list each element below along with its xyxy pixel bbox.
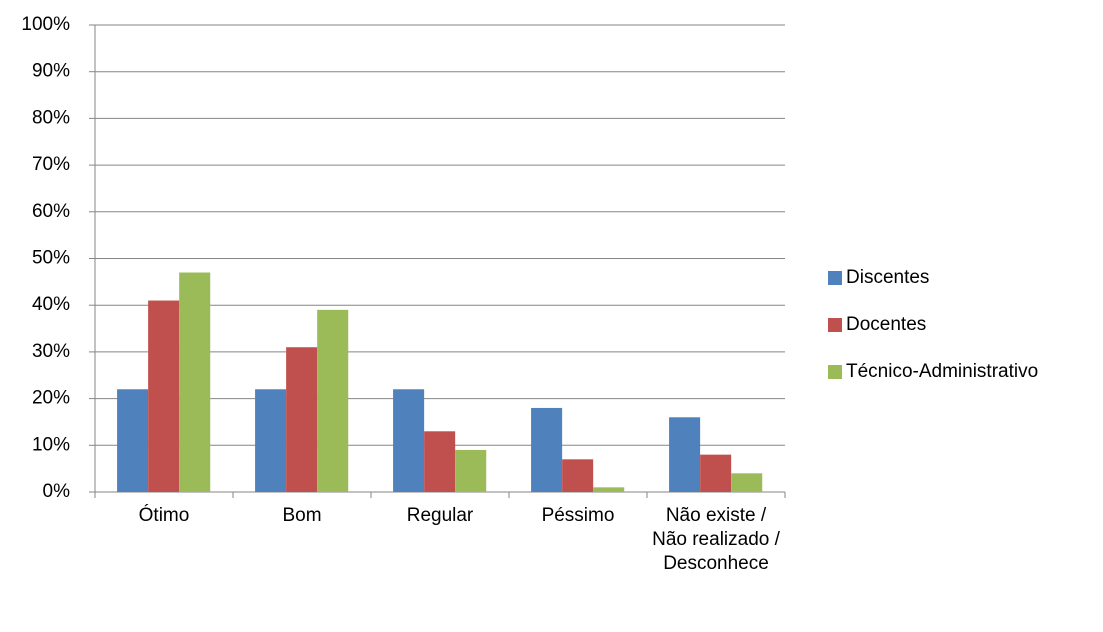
y-tick-label: 50%: [32, 248, 70, 269]
bar: [455, 449, 487, 492]
bar: [317, 309, 349, 492]
y-tick-label: 10%: [32, 434, 70, 455]
legend-label: Técnico-Administrativo: [846, 361, 1038, 382]
x-tick-label: Regular: [406, 505, 474, 526]
x-tick-label: Não existe / Não realizado / Desconhece: [652, 505, 780, 574]
x-tick-label: Péssimo: [541, 505, 615, 526]
x-tick-label: Ótimo: [138, 505, 190, 526]
y-tick-label: 60%: [32, 201, 70, 222]
bar: [669, 417, 701, 492]
y-tick-label: 30%: [32, 341, 70, 362]
y-tick-label: 20%: [32, 388, 70, 409]
y-tick-label: 40%: [32, 294, 70, 315]
x-tick-label-box: Ótimo: [138, 505, 190, 526]
y-tick-label: 90%: [32, 61, 70, 82]
bar: [562, 459, 594, 492]
legend-swatch: [828, 365, 842, 379]
y-tick-label: 0%: [43, 481, 71, 502]
legend-swatch: [828, 318, 842, 332]
bar: [700, 454, 732, 492]
y-tick-label: 100%: [21, 14, 70, 35]
bar: [179, 272, 211, 492]
bar: [593, 487, 625, 492]
bar: [148, 300, 180, 492]
legend-label: Docentes: [846, 314, 926, 335]
y-tick-label: 70%: [32, 154, 70, 175]
x-tick-label: Bom: [282, 505, 322, 526]
legend-label: Discentes: [846, 267, 929, 288]
bar: [393, 389, 425, 492]
y-tick-label: 80%: [32, 107, 70, 128]
x-tick-label-box: Não existe / Não realizado / Desconhece: [652, 505, 780, 574]
bar: [286, 347, 318, 492]
x-tick-label-box: Regular: [406, 505, 474, 526]
x-tick-label-box: Péssimo: [541, 505, 615, 526]
legend-swatch: [828, 271, 842, 285]
bar: [531, 407, 563, 492]
bar: [731, 473, 763, 492]
bar: [424, 431, 456, 492]
bar: [117, 389, 149, 492]
bar: [255, 389, 287, 492]
x-tick-label-box: Bom: [282, 505, 322, 526]
